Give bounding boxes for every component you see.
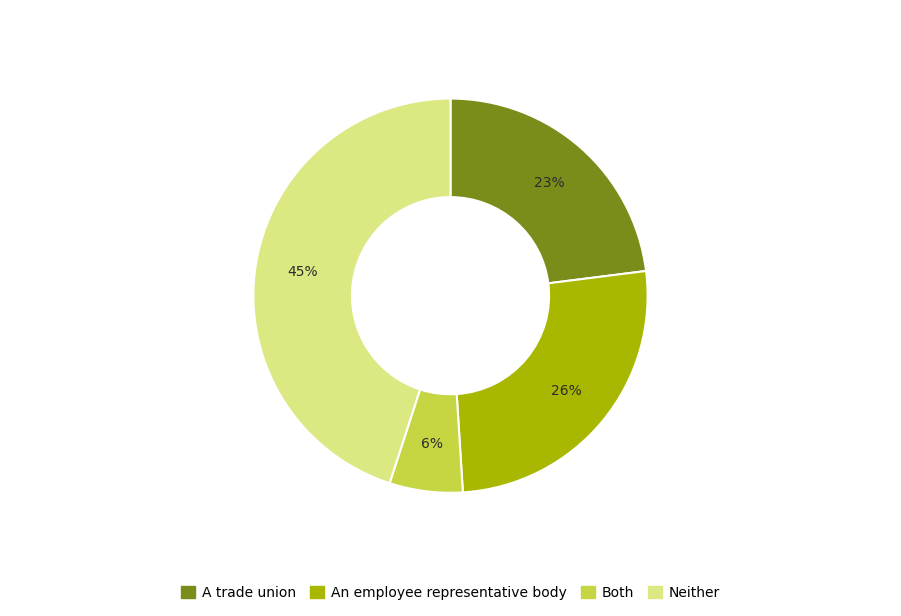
Text: 6%: 6%	[421, 437, 442, 452]
Text: 26%: 26%	[551, 384, 581, 398]
Wedge shape	[450, 99, 646, 283]
Wedge shape	[389, 389, 463, 493]
Text: 45%: 45%	[287, 265, 318, 279]
Legend: A trade union, An employee representative body, Both, Neither: A trade union, An employee representativ…	[177, 582, 724, 604]
Wedge shape	[457, 271, 648, 492]
Wedge shape	[253, 99, 450, 483]
Text: 23%: 23%	[534, 176, 565, 190]
